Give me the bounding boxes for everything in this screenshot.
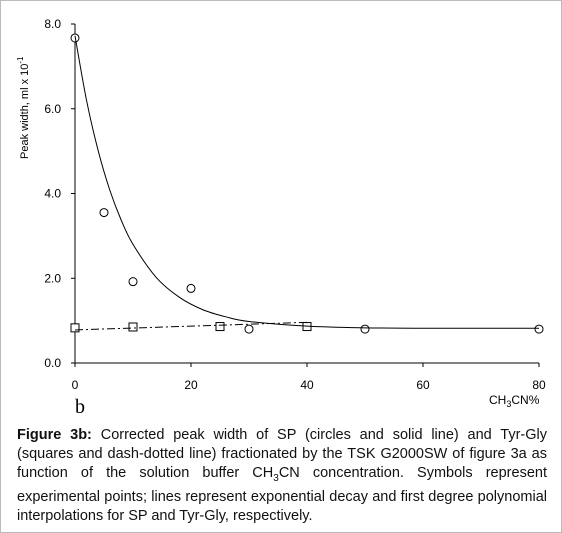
- panel-label: b: [75, 396, 85, 418]
- y-tick-label: 4.0: [44, 187, 61, 201]
- caption-label: Figure 3b:: [17, 427, 92, 443]
- x-tick-label: 20: [184, 378, 198, 392]
- x-label-part: CN%: [511, 393, 539, 407]
- caption-text: Corrected peak width of SP (circles and …: [17, 427, 548, 481]
- x-axis-label: CH3CN%: [489, 393, 540, 409]
- y-tick-label: 2.0: [44, 271, 61, 285]
- y-tick-label: 8.0: [44, 17, 61, 31]
- x-tick-label: 0: [72, 378, 79, 392]
- circle-marker: [534, 324, 544, 334]
- caption-text: CN concentration. Symbols represent expe…: [17, 465, 547, 524]
- circle-marker: [128, 277, 138, 287]
- y-tick-label: 0.0: [44, 356, 61, 370]
- circle-marker: [360, 324, 370, 334]
- x-tick-label: 80: [532, 378, 546, 392]
- y-label-sup: -1: [16, 56, 25, 64]
- circle-marker: [99, 208, 109, 218]
- square-marker: [215, 322, 225, 332]
- y-tick-label: 6.0: [44, 102, 61, 116]
- x-tick-label: 40: [300, 378, 314, 392]
- chart: b CH3CN% Peak width, ml x 10-1 0.0 2.0 4.0…: [16, 17, 546, 418]
- x-label-sub: 3: [506, 399, 511, 409]
- square-marker: [128, 322, 138, 332]
- y-axis-label: Peak width, ml x 10-1: [16, 56, 31, 159]
- circle-marker: [186, 283, 196, 293]
- fit-line: [74, 35, 539, 329]
- caption: Figure 3b: Corrected peak width of SP (c…: [17, 426, 547, 526]
- y-label-part: Peak width, ml x 10: [19, 64, 31, 159]
- square-marker: [70, 323, 80, 333]
- x-tick-label: 60: [416, 378, 430, 392]
- x-label-part: CH: [489, 393, 506, 407]
- caption-sub: 3: [273, 472, 279, 484]
- fit-line: [74, 321, 308, 331]
- circle-marker: [244, 324, 254, 334]
